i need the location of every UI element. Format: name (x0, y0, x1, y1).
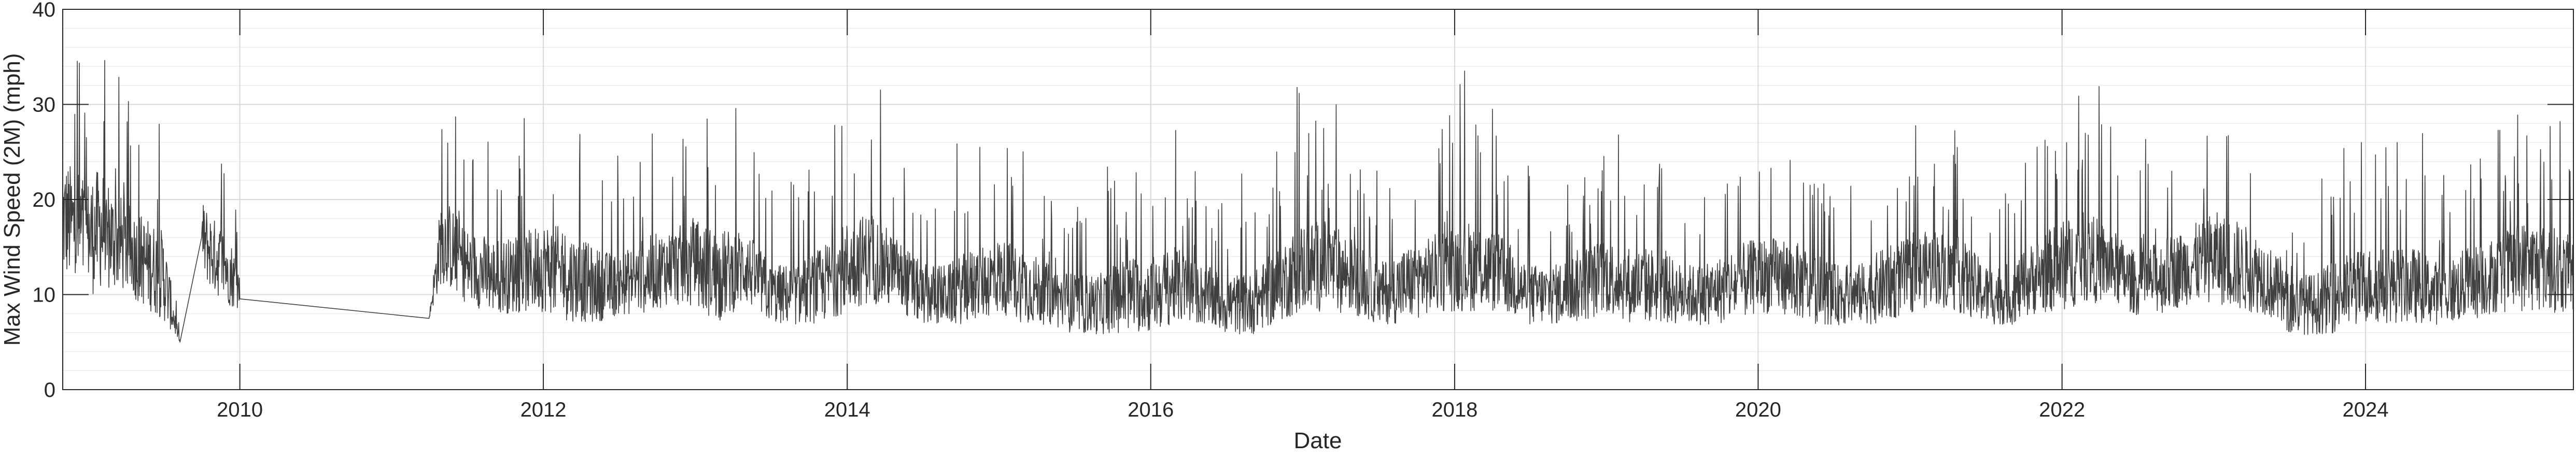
x-tick-label: 2018 (1431, 398, 1477, 421)
x-tick-label: 2024 (2343, 398, 2389, 421)
y-axis-label: Max Wind Speed (2M) (mph) (0, 53, 25, 346)
y-tick-label: 30 (33, 94, 56, 117)
series-layer (62, 60, 2574, 343)
x-tick-label: 2020 (1735, 398, 1781, 421)
x-tick-label: 2014 (824, 398, 870, 421)
y-tick-label: 10 (33, 284, 56, 307)
y-tick-label: 0 (44, 379, 55, 402)
y-tick-label: 20 (33, 189, 56, 211)
series-line-max-wind-speed (62, 60, 2574, 343)
grid-lines (63, 9, 2573, 390)
x-axis-label: Date (1294, 428, 1342, 453)
x-tick-label: 2022 (2039, 398, 2085, 421)
tick-layer: 0 10 20 30 40 2010 2012 2014 2016 2018 2020 2022 202… (33, 0, 2573, 421)
x-tick-label: 2010 (217, 398, 263, 421)
x-tick-label: 2012 (520, 398, 567, 421)
x-tick-label: 2016 (1128, 398, 1174, 421)
y-tick-label: 40 (33, 0, 56, 21)
